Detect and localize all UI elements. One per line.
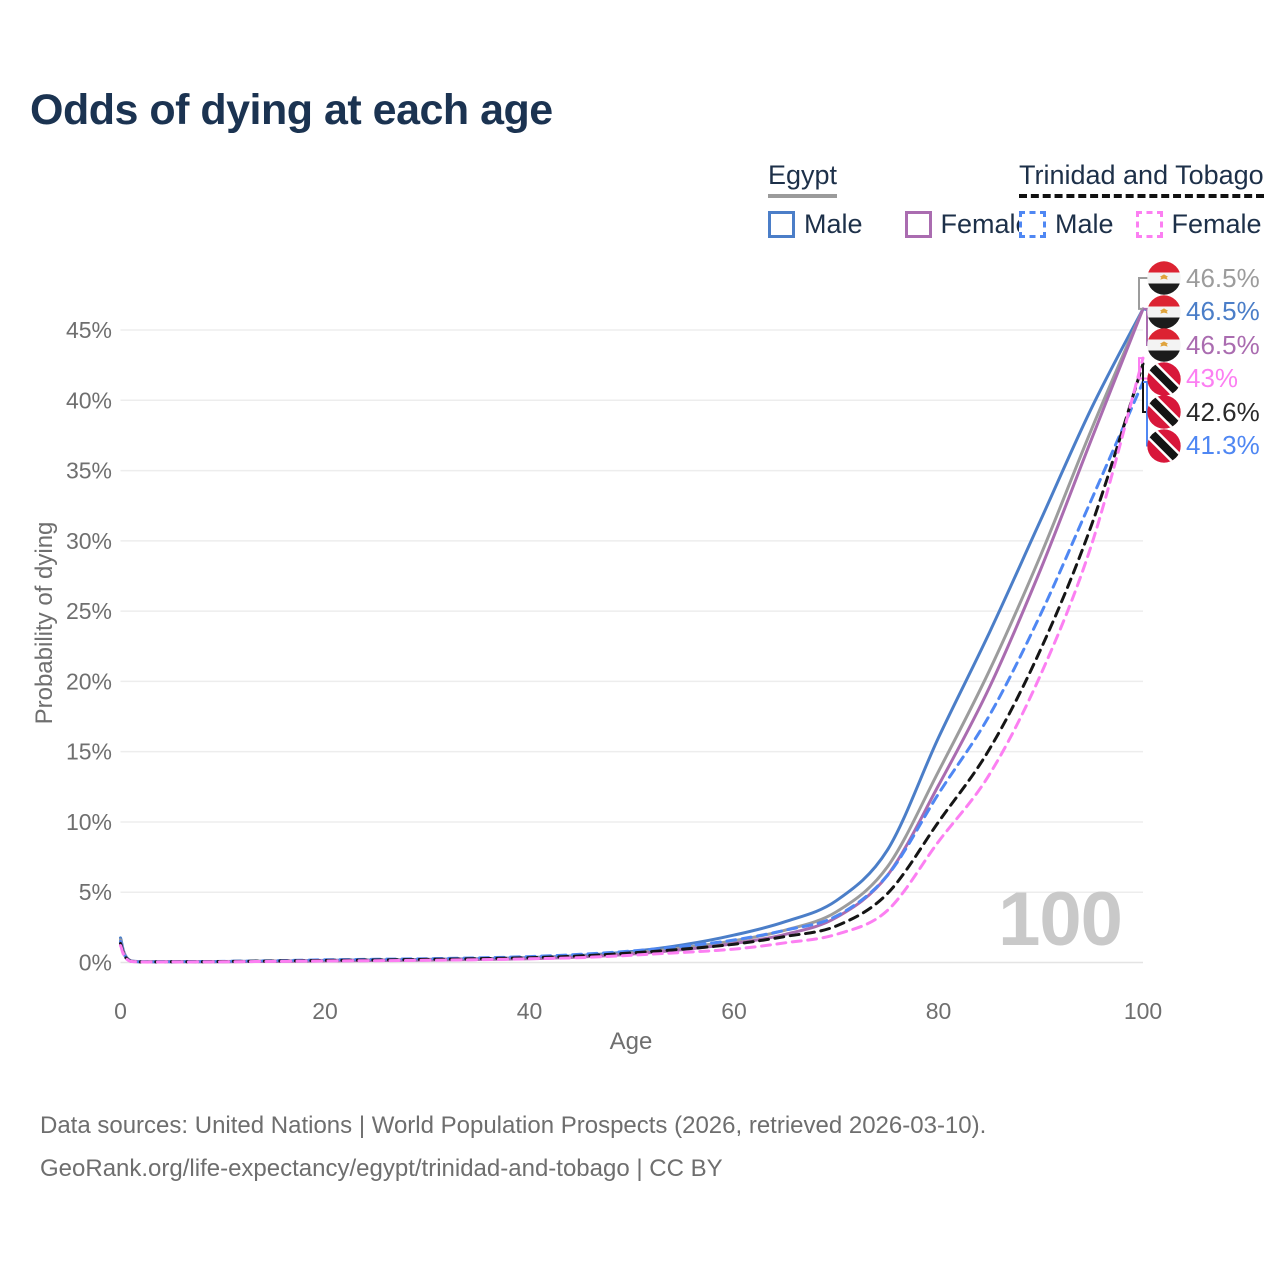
y-axis-title: Probability of dying: [31, 522, 58, 725]
footer-link-line: GeoRank.org/life-expectancy/egypt/trinid…: [40, 1155, 723, 1182]
legend-swatch-trinidad-and-tobago-female: [1135, 211, 1163, 238]
y-tick-label: 5%: [79, 879, 112, 905]
footer-source-line: Data sources: United Nations | World Pop…: [40, 1112, 987, 1139]
end-label-row-egypt-total: 46.5%: [1147, 261, 1260, 295]
series-line-tt-total[interactable]: [119, 362, 1145, 964]
end-label-row-tt-total: 42.6%: [1147, 395, 1260, 429]
series-line-egypt-male[interactable]: [119, 307, 1145, 964]
legend-item-label: Male: [804, 209, 863, 239]
x-tick-label: 80: [926, 998, 952, 1024]
y-tick-label: 0%: [79, 950, 112, 976]
x-tick-label: 40: [517, 998, 543, 1024]
legend-item-label: Male: [1055, 209, 1114, 239]
y-tick-label: 45%: [66, 317, 112, 343]
y-tick-label: 25%: [66, 598, 112, 624]
age-watermark: 100: [998, 877, 1123, 962]
flag-icon-trinidad-and-tobago: [1147, 395, 1181, 429]
y-tick-label: 40%: [66, 387, 112, 413]
end-label-value: 46.5%: [1186, 329, 1260, 360]
end-label-row-tt-female: 43%: [1147, 361, 1239, 396]
y-tick-label: 15%: [66, 739, 112, 765]
legend-item-egypt-female[interactable]: Female: [904, 209, 1031, 240]
legend-swatch-egypt-male: [768, 211, 795, 238]
leader-line-tt-female: [1138, 357, 1151, 380]
y-tick-label: 10%: [66, 809, 112, 835]
legend-item-label: Female: [940, 209, 1031, 239]
end-label-row-egypt-male: 46.5%: [1147, 294, 1260, 329]
flag-icon-egypt: [1147, 294, 1181, 329]
end-label-row-tt-male: 41.3%: [1147, 428, 1260, 463]
x-tick-label: 0: [114, 998, 127, 1024]
legend-group-title: Egypt: [768, 160, 838, 198]
x-tick-label: 20: [312, 998, 338, 1024]
end-label-value: 46.5%: [1186, 296, 1260, 326]
footer: Data sources: United Nations | World Pop…: [40, 1104, 986, 1190]
flag-icon-egypt: [1147, 261, 1181, 295]
x-axis-title: Age: [610, 1028, 653, 1055]
legend-item-label: Female: [1171, 209, 1262, 239]
y-tick-label: 20%: [66, 668, 112, 694]
x-tick-label: 60: [721, 998, 747, 1024]
flag-icon-trinidad-and-tobago: [1147, 428, 1181, 463]
legend-group-egypt: Egypt Male Female: [768, 160, 1073, 240]
flag-icon-egypt: [1147, 328, 1181, 362]
end-label-value: 42.6%: [1186, 396, 1260, 427]
series-line-tt-female[interactable]: [119, 356, 1145, 964]
legend-item-trinidad-and-tobago-female[interactable]: Female: [1135, 209, 1262, 240]
flag-icon-trinidad-and-tobago: [1147, 361, 1181, 396]
y-tick-label: 30%: [66, 528, 112, 554]
legend-group-trinidad-and-tobago: Trinidad and Tobago Male Female: [1019, 160, 1280, 240]
y-tick-label: 35%: [66, 458, 112, 484]
page-title: Odds of dying at each age: [30, 86, 553, 134]
x-tick-label: 100: [1124, 998, 1162, 1024]
legend-group-title: Trinidad and Tobago: [1019, 160, 1264, 198]
legend-item-trinidad-and-tobago-male[interactable]: Male: [1019, 209, 1114, 240]
leader-line-egypt-total: [1138, 277, 1151, 310]
end-label-value: 46.5%: [1186, 262, 1260, 293]
end-label-value: 41.3%: [1186, 430, 1260, 460]
legend-swatch-egypt-female: [904, 211, 932, 238]
legend-swatch-trinidad-and-tobago-male: [1019, 211, 1046, 238]
legend-item-egypt-male[interactable]: Male: [768, 209, 863, 240]
end-label-value: 43%: [1186, 363, 1239, 393]
end-label-row-egypt-female: 46.5%: [1147, 328, 1260, 362]
